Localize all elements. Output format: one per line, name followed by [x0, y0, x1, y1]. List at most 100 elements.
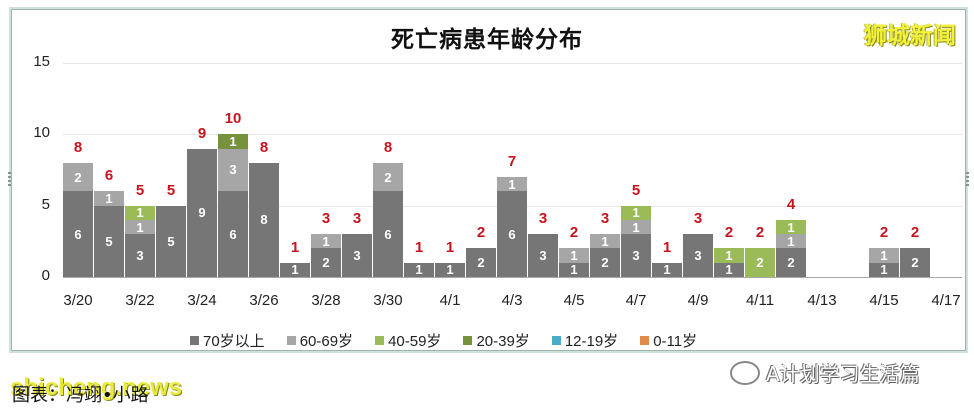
x-tick-label: 4/7 [625, 292, 647, 309]
legend-item: 12-19岁 [551, 330, 619, 351]
bar-total-label: 6 [104, 167, 114, 185]
bar-segment: 1 [869, 248, 899, 263]
y-tick-label: 10 [33, 124, 50, 142]
legend-swatch-icon [640, 336, 650, 345]
bar-total-label: 5 [631, 181, 641, 199]
bar-segment: 1 [435, 262, 465, 277]
bar-total-label: 2 [569, 224, 579, 242]
chart-frame [8, 7, 969, 353]
bar-total-label: 1 [414, 238, 424, 256]
x-tick-label: 4/9 [687, 292, 709, 309]
legend-item: 0-11岁 [640, 330, 697, 351]
bar-segment: 1 [714, 248, 744, 263]
wechat-icon [730, 360, 760, 385]
watermark-text: shicheng.news [10, 374, 183, 401]
bar-total-label: 5 [135, 181, 145, 199]
bar-segment: 2 [776, 248, 806, 277]
bar-segment: 1 [714, 262, 744, 277]
bar-total-label: 2 [476, 224, 486, 242]
bar-segment: 2 [373, 162, 403, 192]
legend-swatch-icon [286, 336, 296, 345]
bar-total-label: 7 [507, 153, 517, 171]
legend: 70岁以上 60-69岁 40-59岁 20-39岁 12-19岁 0-11岁 [190, 330, 697, 351]
legend-item: 70岁以上 [190, 330, 265, 351]
bar-segment: 3 [125, 234, 155, 277]
legend-label: 70岁以上 [203, 333, 265, 350]
legend-item: 60-69岁 [286, 330, 354, 351]
legend-label: 0-11岁 [653, 333, 698, 350]
legend-label: 60-69岁 [299, 333, 354, 350]
x-tick-label: 3/24 [187, 292, 217, 309]
bar-total-label: 4 [786, 195, 796, 213]
bar-segment: 1 [776, 234, 806, 249]
bar-segment: 1 [652, 262, 682, 277]
resize-handle-right[interactable] [966, 172, 969, 186]
bar-segment: 6 [497, 191, 527, 277]
y-tick-label: 0 [41, 267, 50, 284]
chart-caption: 图表：冯翊•小路 [12, 385, 149, 406]
bar-segment: 1 [218, 134, 248, 149]
bar-total-label: 2 [755, 224, 765, 242]
bar-segment: 1 [621, 205, 651, 220]
y-tick-label: 15 [33, 53, 50, 70]
bar-total-label: 3 [600, 210, 610, 228]
bar-total-label: 1 [445, 238, 455, 256]
x-tick-label: 4/13 [807, 292, 837, 309]
x-tick-label: 4/1 [439, 292, 461, 309]
bar-total-label: 3 [352, 210, 362, 228]
plot-area: 6 2 8 5 1 6 3 1 1 5 5 5 9 9 6 3 1 10 8 8 1 1 2 1 3 3 3 6 2 8 1 1 1 1 2 2 6 1 7… [63, 63, 962, 278]
x-tick-label: 3/20 [63, 292, 93, 309]
bar-segment: 3 [342, 234, 372, 277]
legend-swatch-icon [463, 336, 473, 345]
bar-segment: 1 [404, 262, 434, 277]
x-tick-label: 4/11 [745, 292, 775, 309]
bar-total-label: 2 [879, 224, 889, 242]
resize-handle-left[interactable] [8, 172, 11, 186]
bar-segment: 1 [125, 220, 155, 235]
y-tick-label: 5 [41, 195, 50, 213]
gridline [63, 134, 962, 136]
x-tick-label: 3/26 [249, 292, 279, 309]
x-tick-label: 3/28 [311, 292, 341, 309]
bar-segment: 1 [280, 262, 310, 277]
bar-total-label: 10 [224, 110, 242, 128]
legend-swatch-icon [375, 336, 385, 345]
bar-segment: 3 [621, 234, 651, 277]
bar-segment: 1 [590, 234, 620, 249]
legend-swatch-icon [190, 336, 199, 345]
bar-segment: 1 [311, 234, 341, 249]
legend-label: 12-19岁 [564, 333, 619, 350]
gridline [63, 63, 962, 64]
x-tick-label: 3/30 [373, 292, 403, 309]
bar-total-label: 8 [259, 138, 269, 156]
bar-segment: 9 [187, 148, 217, 277]
bar-segment: 1 [869, 262, 899, 277]
bar-total-label: 3 [693, 210, 703, 228]
bar-total-label: 8 [73, 138, 83, 156]
bar-total-label: 1 [290, 238, 300, 256]
chart-title: 死亡病患年龄分布 [391, 27, 583, 53]
x-tick-label: 4/17 [931, 292, 961, 309]
bar-segment: 1 [621, 220, 651, 235]
legend-item: 20-39岁 [463, 330, 530, 351]
x-tick-label: 4/15 [869, 292, 899, 309]
bar-total-label: 1 [662, 238, 672, 256]
bar-total-label: 9 [197, 124, 207, 142]
x-tick-label: 4/3 [501, 292, 523, 309]
x-tick-label: 4/5 [563, 292, 585, 309]
bar-total-label: 2 [724, 224, 734, 242]
bar-segment: 1 [497, 177, 527, 192]
bar-total-label: 2 [910, 224, 920, 242]
bar-segment: 3 [528, 234, 558, 277]
legend-label: 20-39岁 [476, 333, 530, 350]
bar-segment: 1 [94, 191, 124, 206]
bar-segment: 2 [466, 248, 496, 277]
bar-segment: 1 [559, 262, 589, 277]
bar-total-label: 3 [321, 210, 331, 228]
bar-segment: 2 [900, 248, 930, 277]
bar-segment: 3 [218, 148, 248, 192]
bar-segment: 3 [683, 234, 713, 277]
bar-segment: 2 [745, 248, 775, 277]
bar-segment: 1 [125, 205, 155, 220]
bar-total-label: 3 [538, 210, 548, 228]
